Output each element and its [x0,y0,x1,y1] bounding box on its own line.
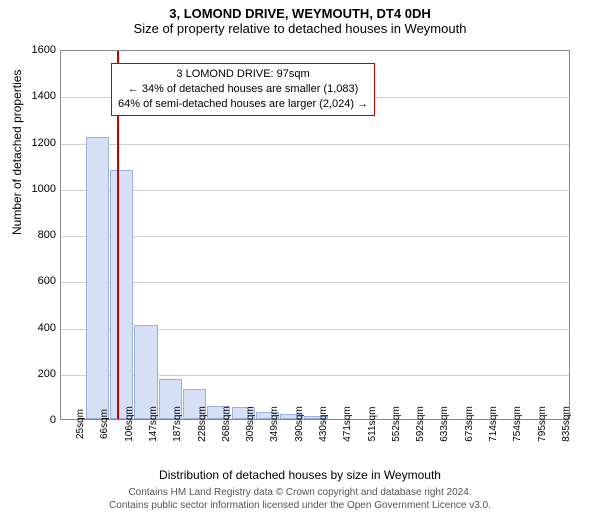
page-title: 3, LOMOND DRIVE, WEYMOUTH, DT4 0DH [0,6,600,21]
x-tick-label: 430sqm [318,406,329,442]
y-tick-label: 1600 [16,44,56,56]
x-tick-label: 25sqm [75,409,86,439]
info-box-line: 64% of semi-detached houses are larger (… [118,97,368,112]
chart-area: 3 LOMOND DRIVE: 97sqm← 34% of detached h… [60,50,570,420]
x-axis-label: Distribution of detached houses by size … [0,468,600,482]
y-tick-label: 800 [16,229,56,241]
x-tick-label: 714sqm [488,406,499,442]
plot-region: 3 LOMOND DRIVE: 97sqm← 34% of detached h… [60,50,570,420]
page-subtitle: Size of property relative to detached ho… [0,21,600,36]
histogram-bar [86,137,109,419]
x-tick-label: 147sqm [148,406,159,442]
x-tick-label: 552sqm [391,406,402,442]
y-tick-label: 1000 [16,183,56,195]
x-tick-label: 633sqm [439,406,450,442]
x-tick-label: 471sqm [342,406,353,442]
x-tick-label: 268sqm [221,406,232,442]
y-tick-label: 0 [16,414,56,426]
x-tick-label: 754sqm [512,406,523,442]
y-tick-label: 1200 [16,137,56,149]
x-tick-label: 309sqm [245,406,256,442]
x-tick-label: 187sqm [172,406,183,442]
x-tick-label: 228sqm [197,406,208,442]
x-tick-label: 592sqm [415,406,426,442]
grid-line [61,144,569,145]
y-tick-label: 1400 [16,90,56,102]
y-tick-label: 600 [16,275,56,287]
x-tick-label: 349sqm [269,406,280,442]
histogram-bar [110,170,133,419]
footer-line-2: Contains public sector information licen… [0,499,600,512]
x-tick-label: 511sqm [367,407,378,442]
y-tick-label: 400 [16,322,56,334]
footer-attribution: Contains HM Land Registry data © Crown c… [0,486,600,512]
histogram-bar [134,325,157,419]
footer-line-1: Contains HM Land Registry data © Crown c… [0,486,600,499]
y-tick-label: 200 [16,368,56,380]
info-box: 3 LOMOND DRIVE: 97sqm← 34% of detached h… [111,63,375,116]
grid-line [61,236,569,237]
info-box-line: 3 LOMOND DRIVE: 97sqm [118,67,368,82]
x-tick-label: 390sqm [294,406,305,442]
info-box-line: ← 34% of detached houses are smaller (1,… [118,82,368,97]
grid-line [61,190,569,191]
x-tick-label: 795sqm [537,406,548,442]
x-tick-label: 835sqm [561,406,572,442]
x-tick-label: 106sqm [124,406,135,442]
grid-line [61,282,569,283]
x-tick-label: 66sqm [99,409,110,439]
x-tick-label: 673sqm [464,406,475,442]
